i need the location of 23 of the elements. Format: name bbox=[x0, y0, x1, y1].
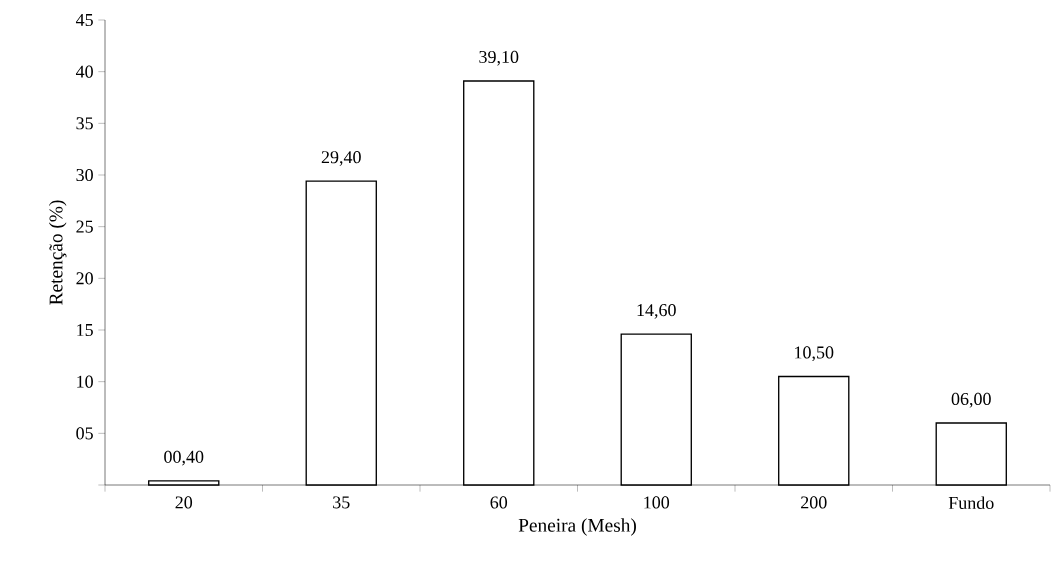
data-label: 00,40 bbox=[164, 450, 204, 466]
data-label: 29,40 bbox=[321, 151, 361, 166]
data-label: 06,00 bbox=[951, 392, 991, 408]
x-tick-label: 100 bbox=[644, 496, 670, 509]
x-axis-title: Peneira (Mesh) bbox=[518, 518, 636, 536]
x-tick-label: 35 bbox=[333, 496, 350, 509]
y-tick-label: 45 bbox=[75, 13, 93, 26]
y-tick-label: 40 bbox=[75, 65, 93, 78]
y-tick-label: 25 bbox=[76, 220, 93, 233]
y-axis-title: Retenção (%) bbox=[48, 200, 67, 305]
y-tick-label: 30 bbox=[76, 168, 93, 182]
x-tick-label: 60 bbox=[490, 496, 508, 509]
data-label: 10,50 bbox=[795, 346, 834, 362]
y-tick-label: 20 bbox=[76, 272, 93, 285]
y-tick-label: 35 bbox=[76, 117, 93, 130]
data-label: 39,10 bbox=[479, 50, 519, 66]
y-tick-label: 10 bbox=[77, 375, 93, 388]
x-tick-label: Fundo bbox=[948, 496, 994, 510]
y-tick-label: 05 bbox=[76, 427, 93, 440]
x-tick-label: 20 bbox=[175, 496, 193, 509]
data-label: 14,60 bbox=[637, 304, 676, 319]
x-tick-label: 200 bbox=[801, 496, 827, 509]
y-tick-label: 15 bbox=[77, 323, 93, 337]
